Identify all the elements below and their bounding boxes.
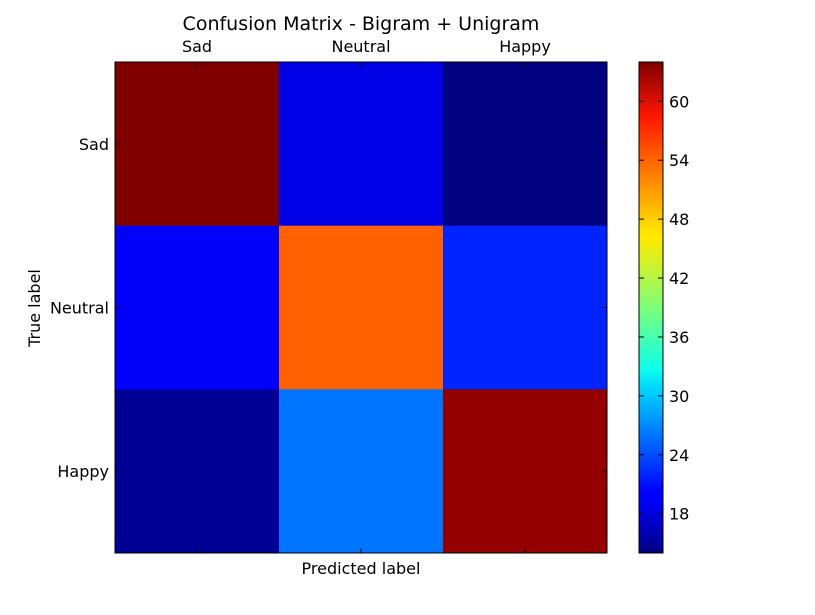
heatmap-cells <box>115 62 608 554</box>
y-tick-labels: Sad Neutral Happy <box>50 135 607 481</box>
colorbar-tick-label: 54 <box>669 151 689 170</box>
colorbar-tick-label: 18 <box>669 505 689 524</box>
heatmap-cell <box>115 62 280 227</box>
heatmap-cell <box>443 225 608 390</box>
y-tick-label: Sad <box>79 135 109 154</box>
chart-title: Confusion Matrix - Bigram + Unigram <box>183 13 540 35</box>
x-axis-label: Predicted label <box>302 559 421 578</box>
heatmap-cell <box>279 389 444 554</box>
colorbar-tick-label: 42 <box>669 269 689 288</box>
x-tick-label: Neutral <box>331 37 390 56</box>
y-tick-label: Happy <box>57 462 109 481</box>
heatmap-cell <box>443 389 608 554</box>
y-axis-label: True label <box>25 269 44 348</box>
colorbar-tick-label: 60 <box>669 92 689 111</box>
heatmap-cell <box>115 225 280 390</box>
y-tick-label: Neutral <box>50 299 109 318</box>
heatmap-cell <box>443 62 608 227</box>
colorbar-tick-label: 30 <box>669 387 689 406</box>
x-tick-label: Sad <box>182 37 212 56</box>
heatmap-cell <box>279 62 444 227</box>
colorbar-ticks: 18 24 30 36 42 48 54 60 <box>639 92 689 524</box>
colorbar-tick-label: 24 <box>669 446 689 465</box>
colorbar-tick-label: 48 <box>669 210 689 229</box>
x-tick-labels: Sad Neutral Happy <box>182 37 551 553</box>
colorbar <box>638 61 664 554</box>
heatmap-cell <box>279 225 444 390</box>
x-tick-label: Happy <box>499 37 551 56</box>
heatmap-cell <box>115 389 280 554</box>
colorbar-tick-label: 36 <box>669 328 689 347</box>
